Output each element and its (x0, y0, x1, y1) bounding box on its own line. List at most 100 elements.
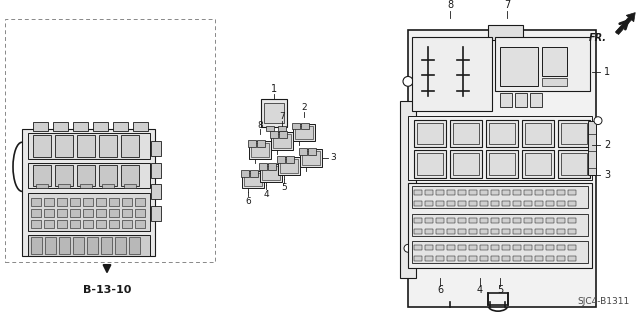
Bar (542, 78, 567, 86)
Bar (522, 150, 554, 178)
Bar (447, 201, 455, 206)
Bar (535, 218, 543, 223)
Bar (271, 132, 293, 150)
Bar (299, 148, 307, 155)
Bar (412, 37, 492, 111)
Text: 6: 6 (245, 197, 251, 206)
Bar (502, 201, 510, 206)
Bar (568, 256, 576, 261)
Bar (436, 229, 444, 234)
Bar (408, 182, 592, 268)
Bar (286, 156, 294, 163)
Bar (447, 256, 455, 261)
Bar (308, 148, 316, 155)
FancyArrow shape (616, 12, 636, 34)
Circle shape (403, 77, 413, 86)
Bar (500, 93, 512, 107)
Bar (70, 198, 80, 206)
Bar (300, 149, 322, 167)
Text: SJC4-B1311: SJC4-B1311 (578, 297, 630, 306)
Bar (458, 245, 466, 250)
Bar (31, 209, 41, 217)
Bar (568, 245, 576, 250)
Bar (453, 153, 479, 175)
Bar (417, 153, 443, 175)
Bar (480, 256, 488, 261)
Bar (57, 198, 67, 206)
Bar (522, 120, 554, 147)
Bar (151, 141, 161, 156)
Bar (122, 209, 132, 217)
Bar (480, 229, 488, 234)
Text: 5: 5 (497, 285, 503, 294)
Bar (561, 153, 587, 175)
Bar (135, 209, 145, 217)
Text: 3: 3 (604, 170, 610, 180)
Bar (557, 190, 565, 195)
Bar (447, 218, 455, 223)
Bar (502, 245, 510, 250)
Bar (412, 186, 588, 208)
Bar (525, 122, 551, 144)
Bar (44, 209, 54, 217)
Bar (268, 163, 276, 170)
Bar (447, 190, 455, 195)
Bar (250, 170, 258, 177)
Bar (513, 256, 521, 261)
Bar (491, 218, 499, 223)
Bar (99, 165, 117, 186)
Bar (96, 220, 106, 228)
Bar (469, 229, 477, 234)
Bar (546, 256, 554, 261)
Bar (260, 164, 282, 182)
Bar (425, 256, 433, 261)
Bar (151, 206, 161, 221)
Bar (277, 156, 285, 163)
Bar (414, 245, 422, 250)
Bar (80, 184, 92, 189)
Bar (273, 134, 291, 148)
Bar (557, 229, 565, 234)
Bar (295, 126, 313, 139)
Bar (513, 201, 521, 206)
Bar (491, 229, 499, 234)
Bar (458, 201, 466, 206)
Bar (502, 256, 510, 261)
Bar (513, 218, 521, 223)
Bar (302, 151, 320, 165)
Text: 7: 7 (504, 0, 510, 10)
Bar (129, 236, 140, 254)
Bar (279, 131, 287, 138)
Bar (293, 123, 315, 141)
Bar (33, 122, 48, 131)
Bar (122, 198, 132, 206)
Text: 4: 4 (477, 285, 483, 294)
Text: 6: 6 (437, 285, 443, 294)
Bar (44, 220, 54, 228)
Bar (412, 241, 588, 263)
Bar (77, 135, 95, 157)
Bar (264, 103, 284, 122)
Bar (557, 218, 565, 223)
Bar (83, 220, 93, 228)
Bar (414, 229, 422, 234)
Bar (530, 93, 542, 107)
Bar (414, 150, 446, 178)
Bar (99, 135, 117, 157)
Bar (259, 163, 267, 170)
Bar (59, 236, 70, 254)
Bar (546, 245, 554, 250)
Bar (513, 245, 521, 250)
Bar (414, 201, 422, 206)
Bar (45, 236, 56, 254)
Text: 4: 4 (263, 190, 269, 199)
Bar (458, 190, 466, 195)
Bar (488, 26, 523, 40)
Bar (568, 190, 576, 195)
Bar (124, 184, 136, 189)
Bar (425, 218, 433, 223)
Circle shape (404, 244, 412, 252)
Bar (546, 218, 554, 223)
Bar (535, 229, 543, 234)
Bar (450, 120, 482, 147)
